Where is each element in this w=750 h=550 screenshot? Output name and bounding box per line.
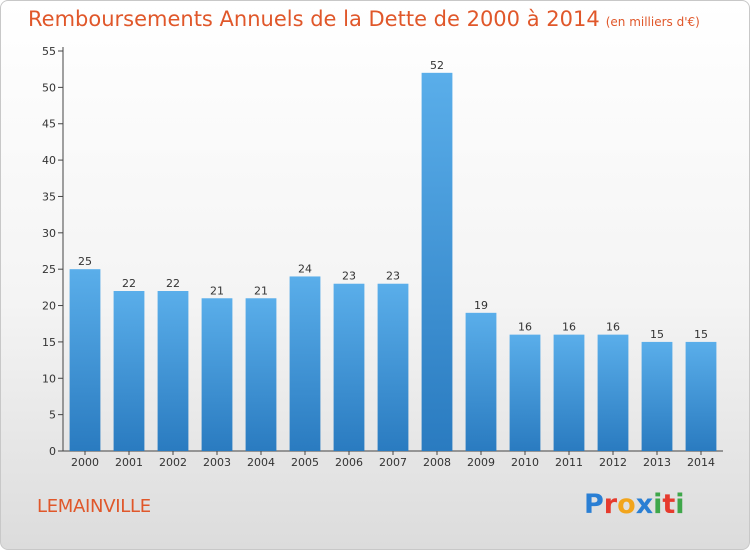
x-tick-label-2003: 2003 xyxy=(203,456,231,469)
bar-2013 xyxy=(641,341,673,451)
x-tick-label-2014: 2014 xyxy=(687,456,715,469)
y-tick-label: 55 xyxy=(42,45,56,58)
bar-2010 xyxy=(509,334,541,451)
data-label-2001: 22 xyxy=(122,277,136,290)
data-label-2008: 52 xyxy=(430,59,444,72)
data-label-2005: 24 xyxy=(298,262,312,275)
data-label-2002: 22 xyxy=(166,277,180,290)
x-tick-label-2010: 2010 xyxy=(511,456,539,469)
bar-2004 xyxy=(245,298,277,451)
bar-2007 xyxy=(377,283,409,451)
bar-2009 xyxy=(465,312,497,451)
bar-2006 xyxy=(333,283,365,451)
x-tick-label-2000: 2000 xyxy=(71,456,99,469)
logo-letter: i xyxy=(675,489,685,520)
data-label-2013: 15 xyxy=(650,328,664,341)
y-tick-label: 30 xyxy=(42,227,56,240)
x-tick-label-2011: 2011 xyxy=(555,456,583,469)
x-tick-label-2005: 2005 xyxy=(291,456,319,469)
x-tick-label-2013: 2013 xyxy=(643,456,671,469)
logo-letter: x xyxy=(635,489,654,520)
proxiti-logo: Proxiti xyxy=(584,489,685,520)
y-tick-label: 0 xyxy=(49,445,56,458)
x-tick-label-2002: 2002 xyxy=(159,456,187,469)
x-tick-label-2008: 2008 xyxy=(423,456,451,469)
y-tick-label: 25 xyxy=(42,263,56,276)
chart-subtitle: (en milliers d'€) xyxy=(605,15,700,29)
y-tick-label: 45 xyxy=(42,118,56,131)
data-label-2006: 23 xyxy=(342,270,356,283)
logo-letter: i xyxy=(653,489,663,520)
chart-title-text: Remboursements Annuels de la Dette de 20… xyxy=(28,7,600,31)
bar-2011 xyxy=(553,334,585,451)
data-label-2012: 16 xyxy=(606,321,620,334)
data-label-2014: 15 xyxy=(694,328,708,341)
logo-letter: o xyxy=(617,489,636,520)
data-label-2010: 16 xyxy=(518,321,532,334)
y-tick-label: 15 xyxy=(42,336,56,349)
bar-2001 xyxy=(113,291,145,451)
data-label-2011: 16 xyxy=(562,321,576,334)
y-tick-label: 20 xyxy=(42,300,56,313)
y-tick-label: 40 xyxy=(42,154,56,167)
y-tick-label: 35 xyxy=(42,190,56,203)
chart-title: Remboursements Annuels de la Dette de 20… xyxy=(28,7,700,31)
bar-2008 xyxy=(421,72,453,452)
bar-2014 xyxy=(685,341,717,451)
y-tick-label: 10 xyxy=(42,372,56,385)
x-tick-label-2007: 2007 xyxy=(379,456,407,469)
x-tick-label-2004: 2004 xyxy=(247,456,275,469)
y-tick-label: 50 xyxy=(42,81,56,94)
bar-2005 xyxy=(289,276,321,451)
bar-2003 xyxy=(201,298,233,451)
bar-2012 xyxy=(597,334,629,451)
bars: 25 22 22 21 21 24 23 23 52 19 16 16 16 15 15 xyxy=(69,59,717,452)
x-tick-label-2012: 2012 xyxy=(599,456,627,469)
logo-letter: r xyxy=(603,489,618,520)
bar-2002 xyxy=(157,291,189,451)
axes: 0 5 10 15 20 25 30 35 40 45 50 55 2000 2001 2002 2003 20… xyxy=(42,45,723,469)
commune-name: LEMAINVILLE xyxy=(37,496,151,517)
data-label-2003: 21 xyxy=(210,284,224,297)
data-label-2007: 23 xyxy=(386,270,400,283)
x-tick-label-2009: 2009 xyxy=(467,456,495,469)
logo-letter: P xyxy=(584,489,604,520)
data-label-2000: 25 xyxy=(78,255,92,268)
x-tick-label-2006: 2006 xyxy=(335,456,363,469)
data-label-2004: 21 xyxy=(254,284,268,297)
data-label-2009: 19 xyxy=(474,299,488,312)
logo-letter: t xyxy=(662,489,676,520)
x-tick-label-2001: 2001 xyxy=(115,456,143,469)
y-tick-label: 5 xyxy=(49,409,56,422)
bar-2000 xyxy=(69,269,101,451)
